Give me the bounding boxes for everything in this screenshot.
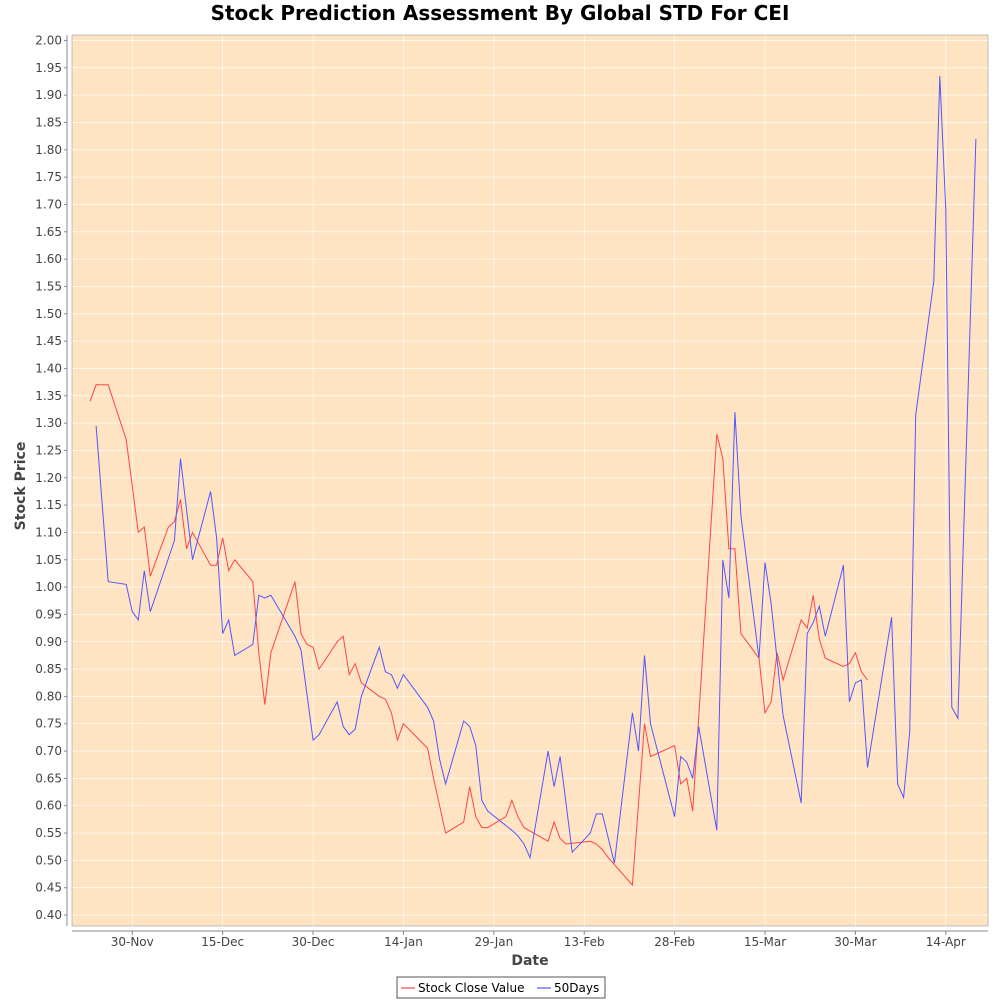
x-tick-label: 30-Nov <box>111 935 154 949</box>
y-tick-label: 1.75 <box>35 170 62 184</box>
y-tick-label: 1.10 <box>35 525 62 539</box>
y-tick-label: 0.70 <box>35 744 62 758</box>
y-tick-label: 1.50 <box>35 307 62 321</box>
y-tick-label: 1.95 <box>35 61 62 75</box>
y-tick-label: 1.80 <box>35 143 62 157</box>
legend-label-50days: 50Days <box>554 981 599 995</box>
y-tick-label: 1.25 <box>35 443 62 457</box>
chart-title: Stock Prediction Assessment By Global ST… <box>211 1 790 25</box>
series-layer <box>89 75 977 887</box>
x-tick-label: 15-Mar <box>744 935 786 949</box>
series-line-50days <box>95 75 977 864</box>
legend-box <box>396 976 606 999</box>
y-tick-label: 1.85 <box>35 115 62 129</box>
y-tick-label: 1.15 <box>35 498 62 512</box>
y-axis: 0.40 0.45 0.50 0.55 0.60 0.65 0.70 0.75 0.80 0.85… <box>35 33 68 926</box>
y-tick-label: 0.45 <box>35 881 62 895</box>
y-tick-label: 0.60 <box>35 799 62 813</box>
y-tick-label: 0.95 <box>35 607 62 621</box>
plot-area <box>71 34 989 927</box>
y-tick-label: 0.40 <box>35 908 62 922</box>
series-line-stock-close <box>89 384 868 887</box>
y-tick-label: 1.90 <box>35 88 62 102</box>
legend: Stock Close Value 50Days <box>396 976 606 999</box>
y-tick-label: 1.60 <box>35 252 62 266</box>
x-tick-label: 14-Jan <box>384 935 423 949</box>
x-tick-label: 14-Apr <box>926 935 966 949</box>
y-tick-label: 0.85 <box>35 662 62 676</box>
legend-label-stock-close: Stock Close Value <box>418 981 524 995</box>
y-tick-label: 1.20 <box>35 471 62 485</box>
x-tick-label: 29-Jan <box>474 935 513 949</box>
y-tick-label: 0.90 <box>35 635 62 649</box>
y-tick-label: 0.80 <box>35 689 62 703</box>
y-tick-label: 0.55 <box>35 826 62 840</box>
y-tick-label: 1.30 <box>35 416 62 430</box>
x-tick-label: 13-Feb <box>564 935 605 949</box>
x-tick-label: 30-Dec <box>292 935 335 949</box>
y-tick-label: 1.35 <box>35 389 62 403</box>
y-tick-label: 0.75 <box>35 717 62 731</box>
y-tick-label: 1.40 <box>35 361 62 375</box>
y-tick-label: 1.05 <box>35 553 62 567</box>
grid-lines <box>72 35 988 926</box>
y-axis-label: Stock Price <box>13 442 29 531</box>
y-tick-label: 1.65 <box>35 225 62 239</box>
y-tick-label: 0.65 <box>35 771 62 785</box>
x-tick-label: 30-Mar <box>834 935 876 949</box>
y-tick-label: 1.45 <box>35 334 62 348</box>
y-tick-label: 1.70 <box>35 197 62 211</box>
x-tick-label: 28-Feb <box>654 935 695 949</box>
x-axis: 30-Nov 15-Dec 30-Dec 14-Jan 29-Jan 13-Feb 28-F… <box>72 930 988 949</box>
y-tick-label: 1.55 <box>35 279 62 293</box>
x-axis-label: Date <box>511 953 548 969</box>
y-tick-label: 0.50 <box>35 853 62 867</box>
x-tick-label: 15-Dec <box>201 935 244 949</box>
y-tick-label: 2.00 <box>35 33 62 47</box>
y-tick-label: 1.00 <box>35 580 62 594</box>
